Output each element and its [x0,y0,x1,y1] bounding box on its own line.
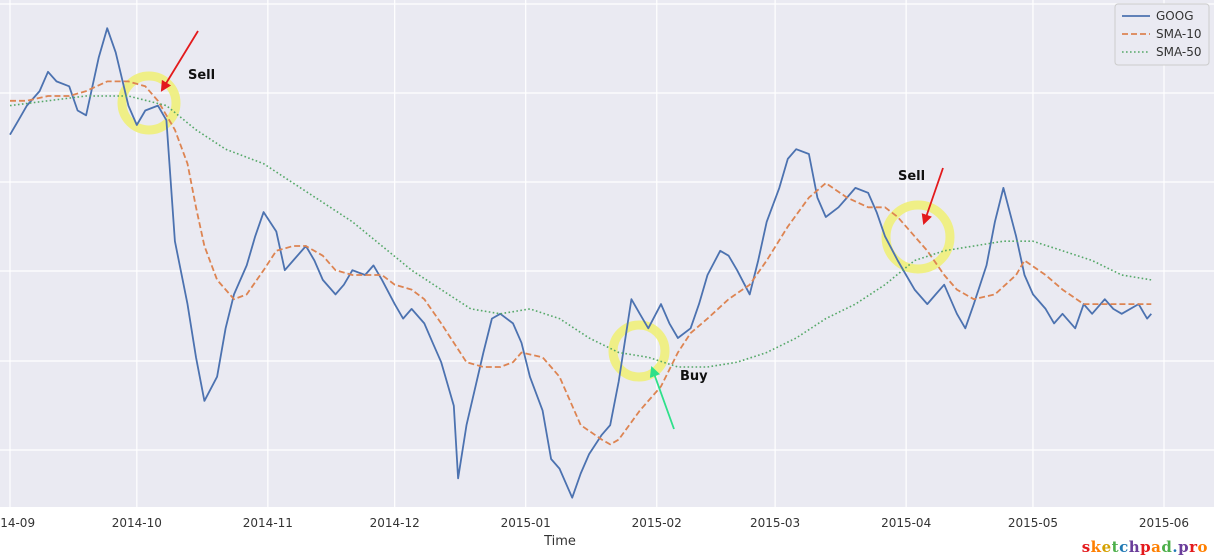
x-tick-label: 2015-06 [1139,516,1189,530]
x-tick-label: 2015-01 [501,516,551,530]
series-line-goog [9,27,1152,499]
x-tick-label: 2015-02 [632,516,682,530]
legend: GOOG SMA-10 SMA-50 [1114,3,1210,66]
x-tick-label: 2015-03 [750,516,800,530]
highlight-circle [117,71,181,135]
x-tick-label: 2014-11 [243,516,293,530]
x-tick-label: 2014-10 [112,516,162,530]
legend-entry: SMA-10 [1156,27,1202,41]
series-line-sma-50 [9,95,1152,368]
x-tick-label: 2014-09 [0,516,35,530]
annotation-label-sell: Sell [898,169,925,184]
highlight-circle [608,320,670,382]
x-axis-ticks: 2014-09 2014-10 2014-11 2014-12 2015-01 2015-… [0,516,1189,530]
legend-entry: GOOG [1156,9,1194,23]
annotation-arrow-sell [160,30,199,92]
annotation-label-sell: Sell [188,68,215,83]
legend-entry: SMA-50 [1156,45,1202,59]
x-tick-label: 2015-05 [1008,516,1058,530]
x-tick-label: 2015-04 [881,516,931,530]
annotation-arrow-buy [649,365,675,430]
annotation-label-buy: Buy [680,369,708,384]
plot-background [0,0,1214,507]
annotation-arrow-sell [921,167,944,226]
x-axis-label: Time [543,534,576,549]
series-line-sma-10 [10,80,1152,446]
grid [0,0,1214,507]
legend-box [1114,3,1210,66]
watermark-logo: sketchpad.pro [1081,538,1208,556]
x-tick-label: 2014-12 [370,516,420,530]
